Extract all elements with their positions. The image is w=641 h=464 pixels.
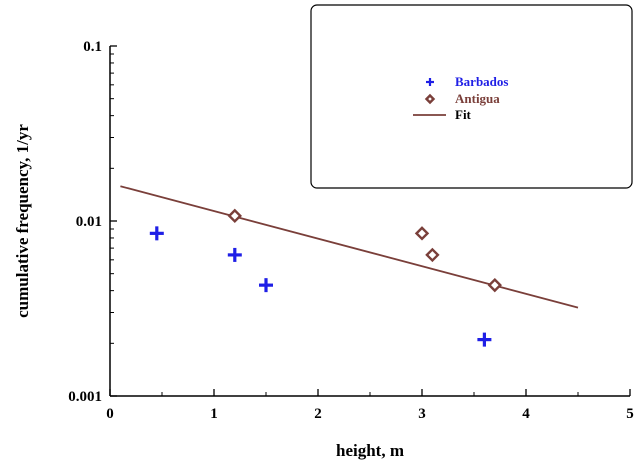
barbados-point (227, 247, 242, 262)
antigua-point (487, 277, 502, 293)
x-tick-label: 3 (418, 406, 426, 422)
antigua-point (227, 208, 242, 224)
x-tick-label: 2 (314, 406, 322, 422)
y-ticks: 0.001 0.01 0.1 (68, 39, 117, 405)
fit-layer (120, 185, 579, 309)
points-layer (149, 208, 502, 347)
y-axis-title: cumulative frequency, 1/yr (13, 124, 32, 318)
legend-box (310, 4, 633, 189)
barbados-point (477, 332, 492, 347)
y-tick-label: 0.001 (68, 389, 102, 405)
legend-label-antigua: Antigua (455, 91, 500, 106)
y-tick-label: 0.1 (83, 39, 102, 55)
x-tick-label: 4 (522, 406, 530, 422)
legend-antigua-marker (424, 93, 436, 105)
barbados-point (149, 226, 164, 241)
legend-label-fit: Fit (455, 107, 472, 122)
antigua-point (425, 247, 440, 263)
barbados-point (259, 278, 273, 293)
legend-label-barbados: Barbados (455, 74, 508, 89)
x-tick-label: 5 (626, 406, 634, 422)
antigua-point (414, 226, 430, 241)
x-ticks: 0 1 2 3 4 5 (106, 389, 634, 422)
y-tick-label: 0.01 (76, 214, 102, 230)
fit-line (120, 185, 579, 309)
x-tick-label: 1 (210, 406, 218, 422)
legend-barbados-marker (426, 78, 434, 86)
x-tick-label: 0 (106, 406, 114, 422)
x-axis-title: height, m (336, 441, 404, 460)
